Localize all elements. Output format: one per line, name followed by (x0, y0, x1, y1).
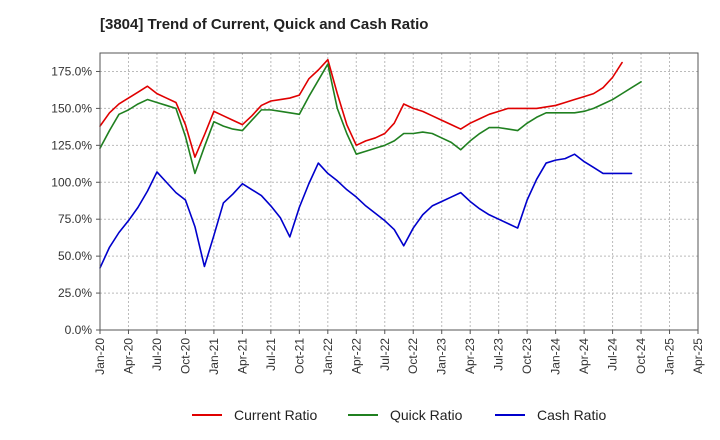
legend-label: Current Ratio (234, 407, 317, 423)
x-tick-label: Oct-23 (520, 338, 534, 374)
x-tick-label: Apr-22 (349, 338, 363, 374)
legend: Current Ratio Quick Ratio Cash Ratio (192, 407, 606, 423)
x-tick-label: Oct-21 (292, 338, 306, 374)
series-lines (99, 58, 642, 269)
y-tick-label: 0.0% (65, 323, 93, 337)
legend-label: Quick Ratio (390, 407, 463, 423)
x-tick-label: Jul-20 (150, 338, 164, 371)
x-tick-label: Oct-24 (634, 338, 648, 374)
y-tick-label: 100.0% (51, 175, 92, 189)
x-tick-label: Oct-20 (178, 338, 192, 374)
plot-area: 0.0% 25.0% 50.0% 75.0% 100.0% 125.0% 150.0% 175… (51, 52, 705, 375)
y-tick-label: 25.0% (58, 286, 92, 300)
x-tick-label: Jul-24 (606, 338, 620, 371)
x-tick-label: Jan-25 (663, 338, 677, 375)
x-tick-label: Jul-23 (492, 338, 506, 371)
y-axis: 0.0% 25.0% 50.0% 75.0% 100.0% 125.0% 150.0% 175… (51, 64, 100, 337)
x-tick-label: Jan-23 (435, 338, 449, 375)
series-line-cash-ratio (99, 153, 633, 269)
x-tick-label: Jan-20 (93, 338, 107, 375)
y-tick-label: 125.0% (51, 138, 92, 152)
y-tick-label: 50.0% (58, 249, 92, 263)
x-tick-label: Jul-22 (378, 338, 392, 371)
x-tick-label: Apr-20 (121, 338, 135, 374)
x-tick-label: Jan-22 (321, 338, 335, 375)
x-tick-label: Oct-22 (406, 338, 420, 374)
x-axis: Jan-20 Apr-20 Jul-20 Oct-20 Jan-21 Apr-21 Jul-… (93, 330, 705, 375)
chart-title: [3804] Trend of Current, Quick and Cash … (100, 16, 428, 33)
y-tick-label: 175.0% (51, 64, 92, 78)
series-line-quick-ratio (99, 63, 642, 175)
x-tick-label: Jan-24 (549, 338, 563, 375)
x-tick-label: Jul-21 (264, 338, 278, 371)
x-tick-label: Jan-21 (207, 338, 221, 375)
y-tick-label: 150.0% (51, 101, 92, 115)
series-line-current-ratio (99, 58, 623, 158)
plot-frame (99, 52, 699, 331)
grid (99, 53, 699, 331)
y-tick-label: 75.0% (58, 212, 92, 226)
x-tick-label: Apr-21 (235, 338, 249, 374)
x-tick-label: Apr-24 (577, 338, 591, 374)
x-tick-label: Apr-23 (463, 338, 477, 374)
legend-label: Cash Ratio (537, 407, 606, 423)
x-tick-label: Apr-25 (691, 338, 705, 374)
